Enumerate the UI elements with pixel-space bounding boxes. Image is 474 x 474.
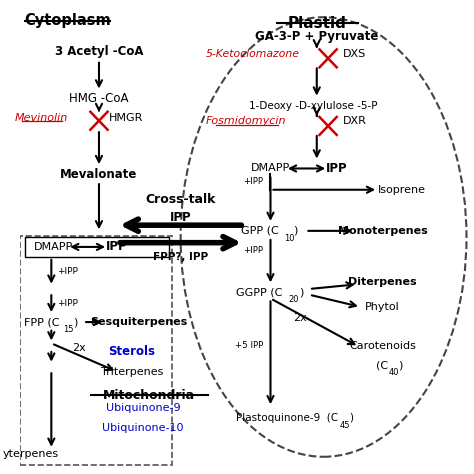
Text: 1-Deoxy -D-xylulose -5-P: 1-Deoxy -D-xylulose -5-P [249,100,378,110]
Text: DMAPP: DMAPP [34,242,73,252]
Text: 10: 10 [284,234,294,243]
Text: Ubiquinone-9: Ubiquinone-9 [106,403,180,413]
Text: HMGR: HMGR [109,113,144,123]
Text: ): ) [73,317,77,327]
Text: Isoprene: Isoprene [378,185,426,195]
Text: (C: (C [376,361,389,371]
Text: Cytoplasm: Cytoplasm [24,12,110,27]
Text: Mevalonate: Mevalonate [60,168,137,181]
Text: HMG -CoA: HMG -CoA [69,92,129,105]
Text: FPP?, IPP: FPP?, IPP [153,252,208,262]
Text: 40: 40 [389,368,400,377]
Text: 15: 15 [64,325,74,334]
Text: Plastoquinone-9  (C: Plastoquinone-9 (C [236,412,338,422]
Text: +IPP: +IPP [57,267,78,276]
Text: Plastid: Plastid [287,16,346,31]
Text: DXR: DXR [343,116,366,126]
Text: ): ) [293,226,298,236]
Text: GGPP (C: GGPP (C [236,287,283,297]
Text: IPP: IPP [327,162,348,175]
Text: Fosmidomycin: Fosmidomycin [206,116,287,126]
Text: yterpenes: yterpenes [3,449,59,459]
Text: +IPP: +IPP [243,246,263,255]
Text: ): ) [299,287,303,297]
Text: 2x: 2x [293,313,307,323]
Text: +IPP: +IPP [243,177,263,186]
Text: Sesquiterpenes: Sesquiterpenes [90,317,187,327]
Text: ): ) [399,361,403,371]
Text: DMAPP: DMAPP [251,164,290,173]
Text: +5 IPP: +5 IPP [235,341,263,350]
Text: 20: 20 [289,295,300,304]
Text: Sterols: Sterols [109,345,155,358]
Text: DXS: DXS [343,49,366,59]
Text: 5-Ketoclomazone: 5-Ketoclomazone [206,49,300,59]
Text: Diterpenes: Diterpenes [348,277,417,287]
Text: 3 Acetyl -CoA: 3 Acetyl -CoA [55,45,143,58]
Text: Phytol: Phytol [365,302,400,312]
Text: Triterpenes: Triterpenes [101,367,163,377]
Text: 2x: 2x [73,343,86,353]
Text: GA-3-P + Pyruvate: GA-3-P + Pyruvate [255,30,378,43]
Text: IPP: IPP [170,210,191,224]
Text: Mevinolin: Mevinolin [15,113,68,123]
Text: GPP (C: GPP (C [241,226,279,236]
Text: 45: 45 [340,420,351,429]
Text: +IPP: +IPP [57,299,78,308]
Text: Cross-talk: Cross-talk [146,193,216,206]
Text: Mitochondria: Mitochondria [103,389,195,402]
Text: FPP (C: FPP (C [24,317,59,327]
Text: Monoterpenes: Monoterpenes [337,226,428,236]
Text: Carotenoids: Carotenoids [349,341,416,351]
Text: ): ) [350,412,354,422]
Text: IPP: IPP [106,240,128,254]
Text: Ubiquinone-10: Ubiquinone-10 [102,423,184,433]
